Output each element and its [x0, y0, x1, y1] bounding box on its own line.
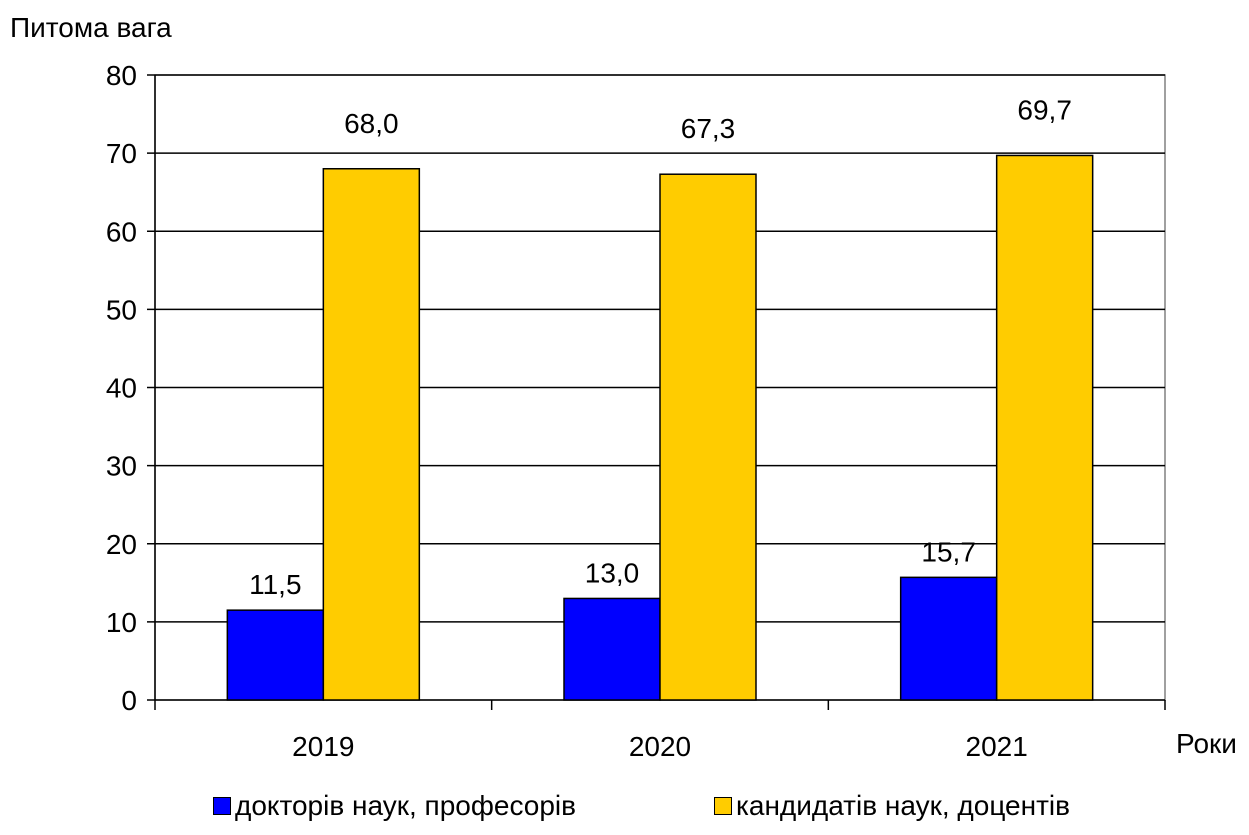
bar-doctors — [563, 597, 661, 701]
x-tick-label: 2019 — [292, 731, 354, 762]
legend-label-candidates: кандидатів наук, доцентів — [736, 790, 1070, 821]
data-label: 67,3 — [681, 113, 736, 144]
bar-candidates — [995, 154, 1094, 701]
y-tick-label: 70 — [106, 138, 137, 169]
legend-swatch-doctors — [213, 797, 231, 815]
y-tick-label: 30 — [106, 451, 137, 482]
x-tick-label: 2020 — [629, 731, 691, 762]
data-label: 15,7 — [921, 536, 976, 567]
y-tick-label: 20 — [106, 529, 137, 560]
y-tick-label: 10 — [106, 607, 137, 638]
bar-chart: 0 10 20 30 40 50 60 70 80 2019 11,5 68,0 2020 13,0 67,… — [106, 60, 1166, 762]
bar-doctors — [899, 576, 998, 701]
y-tick-label: 80 — [106, 60, 137, 91]
y-tick-label: 0 — [121, 685, 137, 716]
bar-candidates — [322, 168, 421, 701]
legend-item-doctors: докторів наук, професорів — [213, 790, 576, 822]
data-label: 11,5 — [249, 569, 301, 600]
y-tick-label: 50 — [106, 294, 137, 325]
x-tick-label: 2021 — [966, 731, 1028, 762]
bar-doctors — [226, 609, 325, 701]
legend: докторів наук, професорів кандидатів нау… — [0, 790, 1249, 830]
bar-candidates — [659, 173, 757, 701]
x-axis-title: Роки — [1176, 728, 1237, 759]
data-label: 13,0 — [585, 557, 640, 588]
y-tick-label: 60 — [106, 216, 137, 247]
y-tick-label: 40 — [106, 373, 137, 404]
y-axis-title: Питома вага — [10, 12, 172, 43]
legend-label-doctors: докторів наук, професорів — [235, 790, 577, 821]
data-label: 69,7 — [1017, 94, 1072, 125]
legend-item-candidates: кандидатів наук, доцентів — [714, 790, 1070, 822]
legend-swatch-candidates — [714, 797, 732, 815]
data-label: 68,0 — [344, 108, 399, 139]
